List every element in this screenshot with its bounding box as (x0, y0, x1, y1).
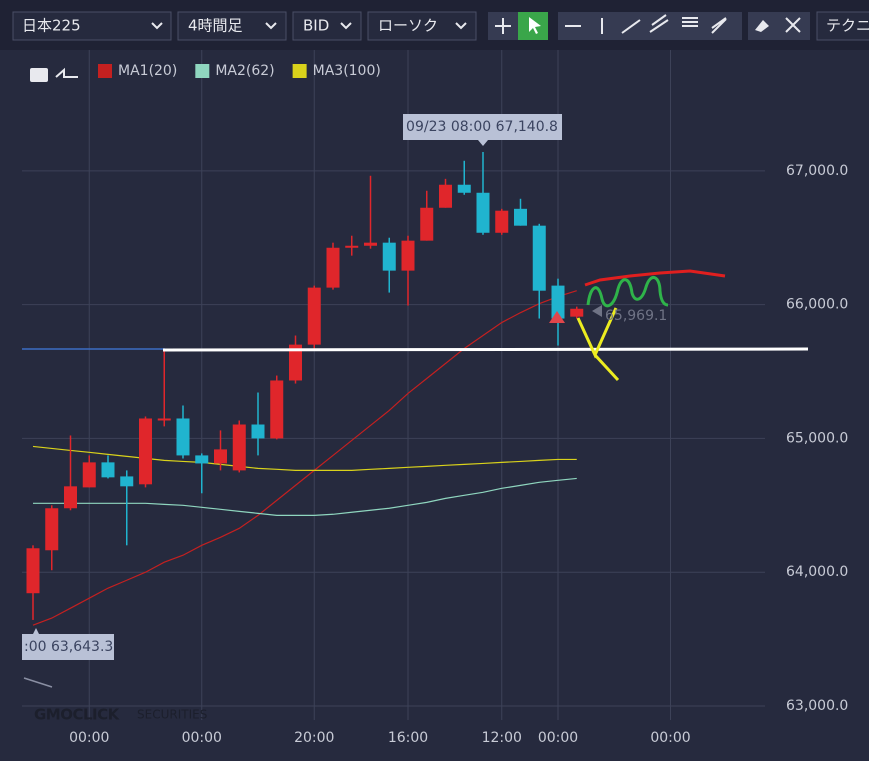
ma-line (32, 445, 577, 471)
candle-body (476, 192, 490, 233)
legend-swatch (292, 64, 307, 78)
timeframe-select[interactable]: 4時間足 (177, 11, 287, 41)
candle-body (270, 380, 284, 439)
low-label: :00 63,643.3 (24, 639, 113, 655)
candle-body (289, 344, 302, 381)
x-tick-label: 00:00 (69, 730, 109, 746)
candle-body (120, 476, 134, 487)
legend-swatch (195, 64, 210, 78)
candle-body (176, 418, 190, 456)
candle-body (345, 245, 359, 248)
x-tick-label: 20:00 (294, 730, 334, 746)
plot (26, 151, 584, 626)
candle-body (45, 508, 59, 551)
x-tick-label: 16:00 (388, 730, 428, 746)
grid: 63,000.0 64,000.0 65,000.0 66,000.0 67,000.0… (22, 50, 848, 746)
watermark: GMOCLICK (34, 706, 121, 724)
legend-label: MA3(100) (313, 63, 381, 79)
y-tick-label: 65,000.0 (786, 430, 848, 446)
candle-body (439, 184, 452, 208)
candle-body (214, 449, 227, 464)
candle-body (420, 207, 434, 241)
candle-body (26, 548, 40, 594)
technical[interactable]: テクニ (826, 17, 869, 35)
candle-body (457, 184, 471, 193)
legend-label: MA1(20) (118, 63, 177, 79)
legend-icons[interactable] (30, 67, 78, 82)
symbol[interactable]: 日本225 (22, 17, 81, 35)
x-tick-label: 00:00 (182, 730, 222, 746)
candle-body (514, 208, 527, 226)
candle-body (195, 455, 209, 464)
high-label: 09/23 08:00 67,140.8 (406, 119, 558, 135)
y-tick-label: 64,000.0 (786, 564, 848, 580)
y-tick-label: 67,000.0 (786, 163, 848, 179)
candle-body (101, 462, 115, 478)
timeframe[interactable]: 4時間足 (188, 17, 243, 35)
watermark-sub: SECURITIES (137, 708, 207, 722)
candle-body (382, 242, 396, 271)
candle-body (232, 424, 246, 471)
y-tick-label: 66,000.0 (786, 297, 848, 313)
candle-body (64, 486, 77, 509)
legend-swatch (98, 64, 112, 78)
price-type[interactable]: BID (303, 17, 329, 35)
price-select[interactable]: BID (292, 11, 362, 41)
x-tick-label: 00:00 (538, 730, 578, 746)
draw-tools[interactable] (488, 12, 810, 40)
candle-body (364, 242, 377, 246)
candle-body (495, 210, 509, 233)
candle-body (157, 418, 171, 421)
chart-style[interactable]: ローソク (378, 17, 438, 35)
technical-button[interactable]: テクニ (816, 11, 869, 41)
style-select[interactable]: ローソク (367, 11, 477, 41)
annotations: 09/23 08:00 67,140.8 :00 63,643.3 65,969… (22, 114, 667, 724)
low-callout (22, 628, 114, 660)
candle-body (82, 462, 96, 488)
x-tick-label: 12:00 (482, 730, 522, 746)
candle-body (401, 240, 415, 271)
candle-body (570, 308, 584, 317)
symbol-select[interactable]: 日本225 (12, 11, 172, 41)
y-tick-label: 63,000.0 (786, 698, 848, 714)
high-callout (403, 114, 562, 146)
price-label: 65,969.1 (605, 308, 667, 324)
trend-stub (23, 677, 53, 688)
x-tick-label: 00:00 (650, 730, 690, 746)
ma-line (32, 290, 577, 626)
order-marker (549, 311, 565, 323)
candle-body (307, 287, 321, 345)
candle-body (251, 424, 265, 439)
candle-body (551, 285, 565, 319)
ma-line (33, 477, 577, 516)
candle-body (532, 225, 546, 291)
price-arrow (592, 305, 602, 317)
candle-body (139, 418, 152, 485)
candle-body (326, 247, 340, 288)
legend-label: MA2(62) (215, 63, 274, 79)
user-drawings (22, 269, 809, 382)
toolbar: 日本225 4時間足 BID ローソク テクニ (0, 0, 869, 50)
